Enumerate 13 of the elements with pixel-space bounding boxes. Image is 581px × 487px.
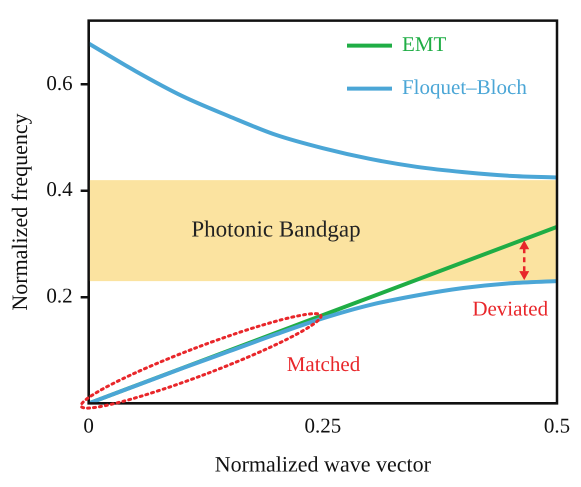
x-tick-label: 0 [83, 414, 94, 438]
y-tick-label: 0.4 [46, 177, 74, 202]
y-tick-label: 0.2 [46, 284, 73, 308]
annotation: Deviated [472, 296, 549, 321]
band-label: Photonic Bandgap [191, 216, 361, 242]
x-axis-title: Normalized wave vector [214, 452, 432, 477]
legend-label: Floquet–Bloch [402, 75, 528, 100]
y-axis-title: Normalized frequency [6, 113, 32, 311]
x-tick-label: 0.25 [304, 414, 342, 438]
legend-label: EMT [402, 32, 446, 56]
y-tick-label: 0.6 [46, 70, 73, 95]
annotation: Matched [286, 352, 361, 376]
x-tick-label: 0.5 [544, 414, 570, 438]
